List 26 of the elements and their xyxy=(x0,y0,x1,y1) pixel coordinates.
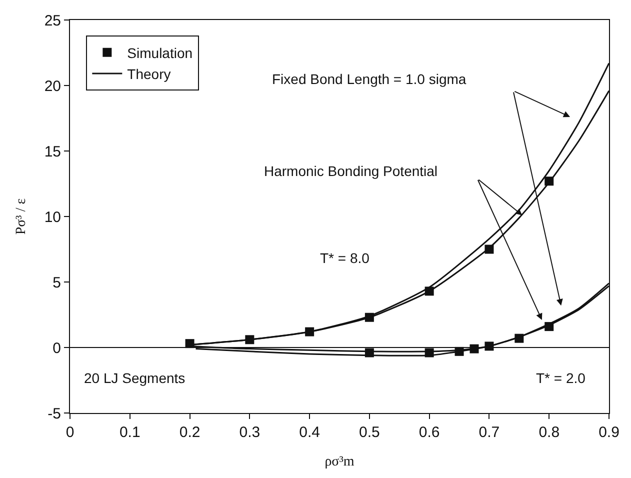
x-tick-label: 0.3 xyxy=(239,424,260,441)
y-tick-label: 10 xyxy=(44,208,61,226)
annotation: T* = 2.0 xyxy=(536,370,586,386)
y-tick-label: 0 xyxy=(52,340,61,357)
y-tick-label: -5 xyxy=(48,405,61,422)
x-tick-label: 0.1 xyxy=(119,424,140,441)
y-tick-label: 5 xyxy=(52,274,61,292)
y-axis-title: Pσ³ / ε xyxy=(14,198,29,235)
annotation: Harmonic Bonding Potential xyxy=(264,163,438,179)
x-tick-label: 0.2 xyxy=(179,424,200,441)
annotation: Fixed Bond Length = 1.0 sigma xyxy=(272,71,466,87)
x-tick-label: 0.9 xyxy=(598,424,620,441)
annotation: 20 LJ Segments xyxy=(84,370,186,386)
legend-label: Theory xyxy=(127,66,171,82)
y-tick-label: 15 xyxy=(44,143,61,160)
y-tick-label: 20 xyxy=(44,78,61,95)
x-tick-label: 0.5 xyxy=(359,424,380,441)
x-tick-label: 0 xyxy=(66,424,74,441)
legend-label: Simulation xyxy=(127,44,193,61)
y-tick-label: 25 xyxy=(44,12,61,30)
x-tick-label: 0.7 xyxy=(478,424,500,441)
x-axis-title: ρσ³m xyxy=(324,454,354,470)
x-tick-label: 0.6 xyxy=(418,424,440,441)
x-tick-label: 0.8 xyxy=(538,424,560,441)
x-tick-label: 0.4 xyxy=(299,424,320,441)
annotation: T* = 8.0 xyxy=(320,250,370,266)
